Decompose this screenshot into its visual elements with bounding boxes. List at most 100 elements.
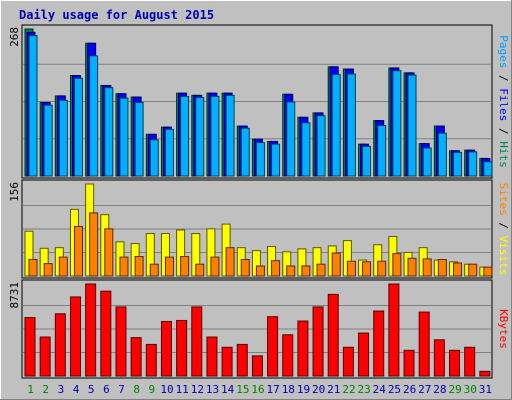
bar-kbytes-6 xyxy=(100,290,112,377)
day-label-9: 9 xyxy=(149,383,156,396)
legend-part-1: / xyxy=(497,68,510,88)
day-label-19: 19 xyxy=(297,383,310,396)
bar-kbytes-11 xyxy=(176,319,188,377)
bar-pages-17 xyxy=(271,143,281,177)
bar-pages-29 xyxy=(453,151,463,177)
bar-sites-25 xyxy=(392,253,402,277)
y-max-label: 268 xyxy=(8,27,21,47)
day-label-20: 20 xyxy=(312,383,325,396)
bar-sites-9 xyxy=(149,263,159,277)
bar-pages-22 xyxy=(346,73,356,177)
bar-kbytes-15 xyxy=(236,343,248,377)
bar-sites-19 xyxy=(301,265,311,277)
bar-pages-9 xyxy=(149,139,159,177)
panel-legend: Sites / Visits xyxy=(497,183,510,276)
bar-sites-13 xyxy=(210,256,220,277)
day-label-24: 24 xyxy=(373,383,387,396)
day-label-4: 4 xyxy=(73,383,80,396)
bar-sites-29 xyxy=(453,262,463,277)
day-label-30: 30 xyxy=(464,383,477,396)
day-label-17: 17 xyxy=(267,383,280,396)
day-label-15: 15 xyxy=(236,383,249,396)
bar-kbytes-9 xyxy=(145,343,157,377)
panel-legend: KBytes xyxy=(497,309,510,349)
bar-kbytes-22 xyxy=(342,346,354,377)
bar-pages-23 xyxy=(362,145,372,177)
day-label-6: 6 xyxy=(103,383,110,396)
bar-sites-18 xyxy=(286,265,296,277)
chart-panels: 268 Pages / Files / Hits 156 Sites / Visits… xyxy=(8,24,510,379)
bar-sites-10 xyxy=(164,256,174,277)
bar-kbytes-2 xyxy=(39,336,51,377)
bar-sites-3 xyxy=(58,256,68,277)
bar-kbytes-5 xyxy=(85,283,97,377)
bar-kbytes-29 xyxy=(449,349,461,377)
bar-sites-12 xyxy=(195,263,205,277)
day-label-28: 28 xyxy=(433,383,446,396)
day-label-3: 3 xyxy=(58,383,65,396)
bar-sites-26 xyxy=(407,257,417,277)
bar-sites-2 xyxy=(43,263,53,277)
bar-sites-17 xyxy=(271,260,281,277)
bar-kbytes-16 xyxy=(251,355,263,377)
bar-pages-27 xyxy=(422,147,432,177)
bar-kbytes-18 xyxy=(282,334,294,377)
bar-sites-5 xyxy=(89,212,99,277)
bar-sites-14 xyxy=(225,247,235,277)
day-label-31: 31 xyxy=(479,383,492,396)
day-label-25: 25 xyxy=(388,383,401,396)
day-label-7: 7 xyxy=(118,383,125,396)
bar-pages-28 xyxy=(437,132,447,177)
bar-pages-15 xyxy=(240,127,250,177)
bar-pages-2 xyxy=(43,104,53,177)
y-max-label: 8731 xyxy=(8,282,21,309)
bar-sites-15 xyxy=(240,258,250,277)
bar-kbytes-31 xyxy=(479,370,491,377)
day-label-5: 5 xyxy=(88,383,95,396)
bar-sites-1 xyxy=(28,258,38,277)
bar-sites-21 xyxy=(331,252,341,277)
bar-pages-12 xyxy=(195,97,205,177)
bar-kbytes-1 xyxy=(24,317,36,377)
bar-sites-23 xyxy=(362,261,372,277)
day-label-11: 11 xyxy=(176,383,189,396)
day-label-26: 26 xyxy=(403,383,416,396)
bar-kbytes-4 xyxy=(69,296,81,377)
bar-pages-24 xyxy=(377,125,387,177)
day-label-29: 29 xyxy=(448,383,461,396)
bar-pages-10 xyxy=(164,128,174,177)
bar-kbytes-26 xyxy=(403,349,415,377)
day-label-23: 23 xyxy=(358,383,371,396)
bar-kbytes-13 xyxy=(206,336,218,377)
bar-pages-7 xyxy=(119,97,129,177)
legend-part-4: Hits xyxy=(497,141,510,168)
bar-pages-21 xyxy=(331,74,341,177)
day-labels: 1 2 3 4 5 6 7 8 9 10 11 12 13 14 15 16 17 18 19 20 21 22 23 24 2… xyxy=(27,383,492,396)
bar-kbytes-21 xyxy=(327,293,339,377)
bar-pages-18 xyxy=(286,101,296,177)
legend-part-3: / xyxy=(497,121,510,141)
bar-kbytes-20 xyxy=(312,306,324,377)
bar-sites-4 xyxy=(73,225,83,277)
bar-pages-19 xyxy=(301,122,311,177)
bar-pages-20 xyxy=(316,115,326,177)
bar-pages-14 xyxy=(225,94,235,177)
day-label-10: 10 xyxy=(160,383,173,396)
day-label-2: 2 xyxy=(42,383,49,396)
day-label-13: 13 xyxy=(206,383,219,396)
day-label-8: 8 xyxy=(133,383,140,396)
day-label-21: 21 xyxy=(327,383,340,396)
bar-kbytes-27 xyxy=(418,311,430,377)
bar-pages-1 xyxy=(28,35,38,177)
bar-pages-6 xyxy=(104,87,114,177)
bar-sites-16 xyxy=(255,265,265,277)
bar-pages-4 xyxy=(73,77,83,177)
legend-part-0: Sites xyxy=(497,183,510,216)
bar-pages-16 xyxy=(255,142,265,177)
panel-visits-sites: 156 Sites / Visits xyxy=(8,179,510,279)
day-label-1: 1 xyxy=(27,383,34,396)
bar-kbytes-14 xyxy=(221,346,233,377)
bar-sites-22 xyxy=(346,260,356,277)
day-label-12: 12 xyxy=(191,383,204,396)
panel-kbytes: 8731 KBytes xyxy=(8,279,510,379)
